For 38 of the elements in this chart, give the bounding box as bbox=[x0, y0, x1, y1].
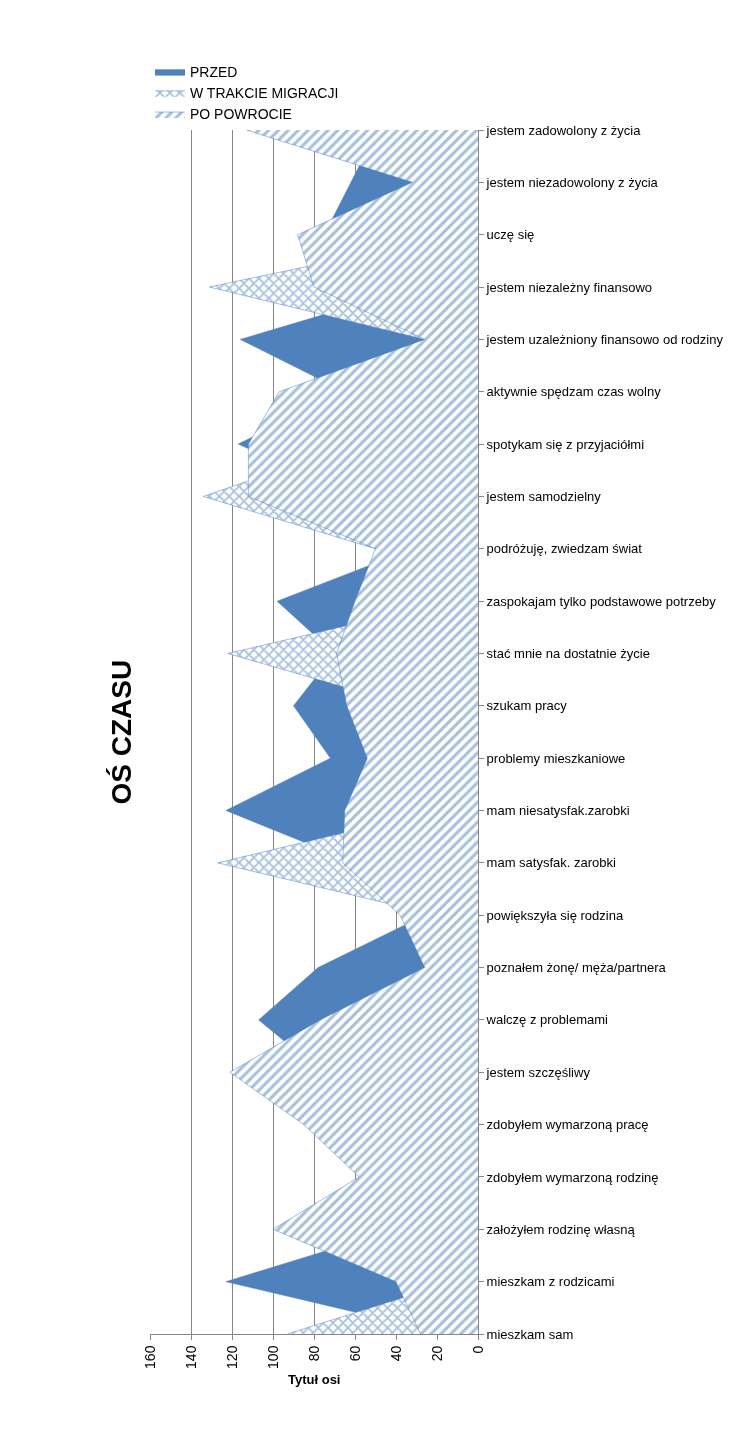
y-tick-label: jestem samodzielny bbox=[485, 488, 602, 504]
x-tick-label: 60 bbox=[346, 1345, 363, 1362]
y-tick-label: problemy mieszkaniowe bbox=[486, 750, 626, 766]
y-tick-label: poznałem żonę/ męża/partnera bbox=[486, 960, 667, 976]
x-tick-label: 100 bbox=[264, 1345, 281, 1369]
x-tick-label: 140 bbox=[182, 1345, 199, 1369]
y-tick-label: spotykam się z przyjaciółmi bbox=[486, 436, 645, 452]
y-tick-label: powiększyła się rodzina bbox=[486, 907, 624, 923]
y-tick-label: mam satysfak. zarobki bbox=[486, 855, 617, 871]
text: OŚ CZASU bbox=[105, 659, 137, 805]
y-tick-label: szukam pracy bbox=[486, 698, 568, 714]
legend-label: PRZED bbox=[190, 64, 238, 81]
y-tick-label: mieszkam sam bbox=[486, 1326, 574, 1342]
y-tick-label: zdobyłem wymarzoną rodzinę bbox=[486, 1169, 659, 1185]
x-tick-label: 80 bbox=[305, 1345, 322, 1362]
legend-label: W TRAKCIE MIGRACJI bbox=[190, 85, 339, 102]
y-tick-label: uczę się bbox=[486, 227, 535, 243]
y-tick-label: jestem szczęśliwy bbox=[485, 1064, 591, 1080]
y-tick-label: mam niesatysfak.zarobki bbox=[486, 803, 630, 819]
x-axis-title: Tytuł osi bbox=[288, 1372, 341, 1387]
y-tick-label: stać mnie na dostatnie życie bbox=[486, 646, 650, 662]
y-tick-label: jestem niezadowolony z życia bbox=[485, 174, 659, 190]
x-tick-label: 120 bbox=[223, 1345, 240, 1369]
y-tick-label: walczę z problemami bbox=[485, 1012, 609, 1028]
x-tick-label: 20 bbox=[428, 1345, 445, 1362]
legend-label: PO POWROCIE bbox=[190, 106, 292, 123]
y-tick-label: założyłem rodzinę własną bbox=[486, 1221, 636, 1237]
y-tick-label: zaspokajam tylko podstawowe potrzeby bbox=[486, 593, 717, 609]
y-tick-label: zdobyłem wymarzoną pracę bbox=[486, 1117, 649, 1133]
y-tick-label: aktywnie spędzam czas wolny bbox=[486, 384, 662, 400]
x-tick-label: 0 bbox=[469, 1345, 486, 1354]
y-tick-label: jestem niezależny finansowo bbox=[485, 279, 653, 295]
x-tick-label: 40 bbox=[387, 1345, 404, 1362]
y-tick-label: jestem uzależniony finansowo od rodziny bbox=[485, 331, 724, 347]
y-tick-label: jestem zadowolony z życia bbox=[485, 122, 642, 138]
y-tick-label: podróżuję, zwiedzam świat bbox=[486, 541, 643, 557]
x-tick-label: 160 bbox=[141, 1345, 158, 1369]
y-tick-label: mieszkam z rodzicami bbox=[486, 1274, 615, 1290]
